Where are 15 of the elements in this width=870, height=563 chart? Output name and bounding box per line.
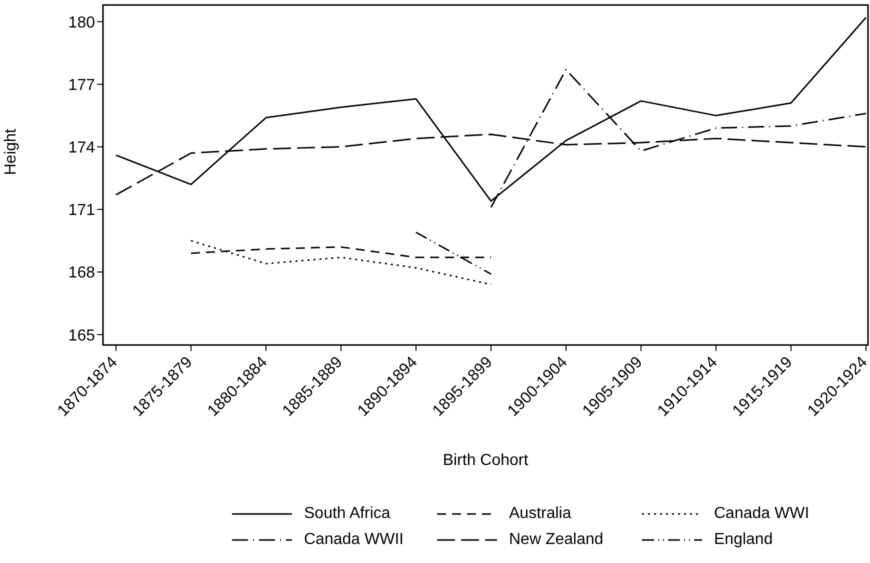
legend-label: South Africa	[304, 505, 390, 523]
y-tick-label: 177	[68, 76, 96, 94]
y-tick-label: 165	[68, 327, 96, 344]
y-tick-label: 180	[68, 14, 96, 32]
legend-label: Australia	[509, 505, 572, 523]
legend-label: England	[714, 531, 773, 549]
legend-label: Canada WWII	[304, 531, 404, 549]
y-axis-title: Height	[2, 128, 20, 175]
legend-label: New Zealand	[509, 531, 604, 549]
legend-label: Canada WWI	[714, 505, 810, 523]
line-series	[190, 240, 492, 286]
y-tick-label: 168	[68, 264, 96, 282]
y-tick-label: 171	[68, 202, 96, 220]
y-tick-label: 174	[68, 140, 96, 157]
x-axis-title: Birth Cohort	[442, 452, 529, 469]
